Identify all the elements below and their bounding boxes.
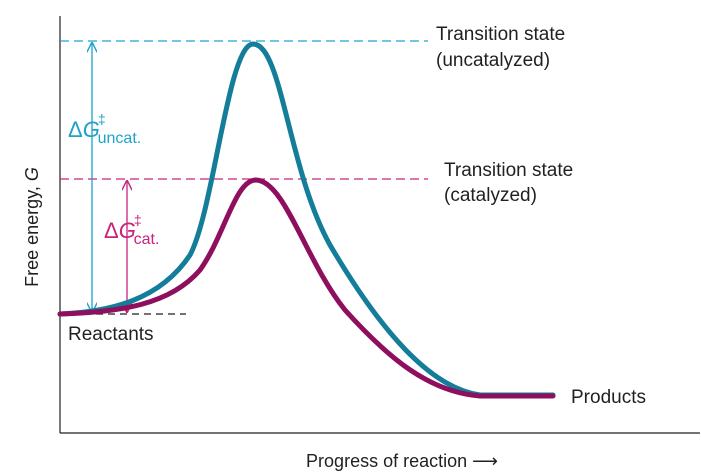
- ts-uncat-label-line1: Transition state: [436, 24, 565, 45]
- dg-cat-label: ΔG‡ cat.: [104, 212, 159, 248]
- ts-uncat-label-line2: (uncatalyzed): [436, 50, 550, 71]
- products-label: Products: [571, 387, 646, 408]
- catalyzed-curve: [57, 177, 556, 399]
- uncatalyzed-curve: [57, 41, 556, 398]
- dg-uncat-label: ΔG‡ uncat.: [68, 111, 141, 147]
- ts-cat-label-line1: Transition state: [444, 160, 573, 181]
- y-axis-label: Free energy, G: [22, 167, 42, 287]
- reactants-label: Reactants: [68, 324, 154, 345]
- x-axis-label: Progress of reaction ⟶: [306, 451, 498, 471]
- ts-cat-label-line2: (catalyzed): [444, 185, 537, 206]
